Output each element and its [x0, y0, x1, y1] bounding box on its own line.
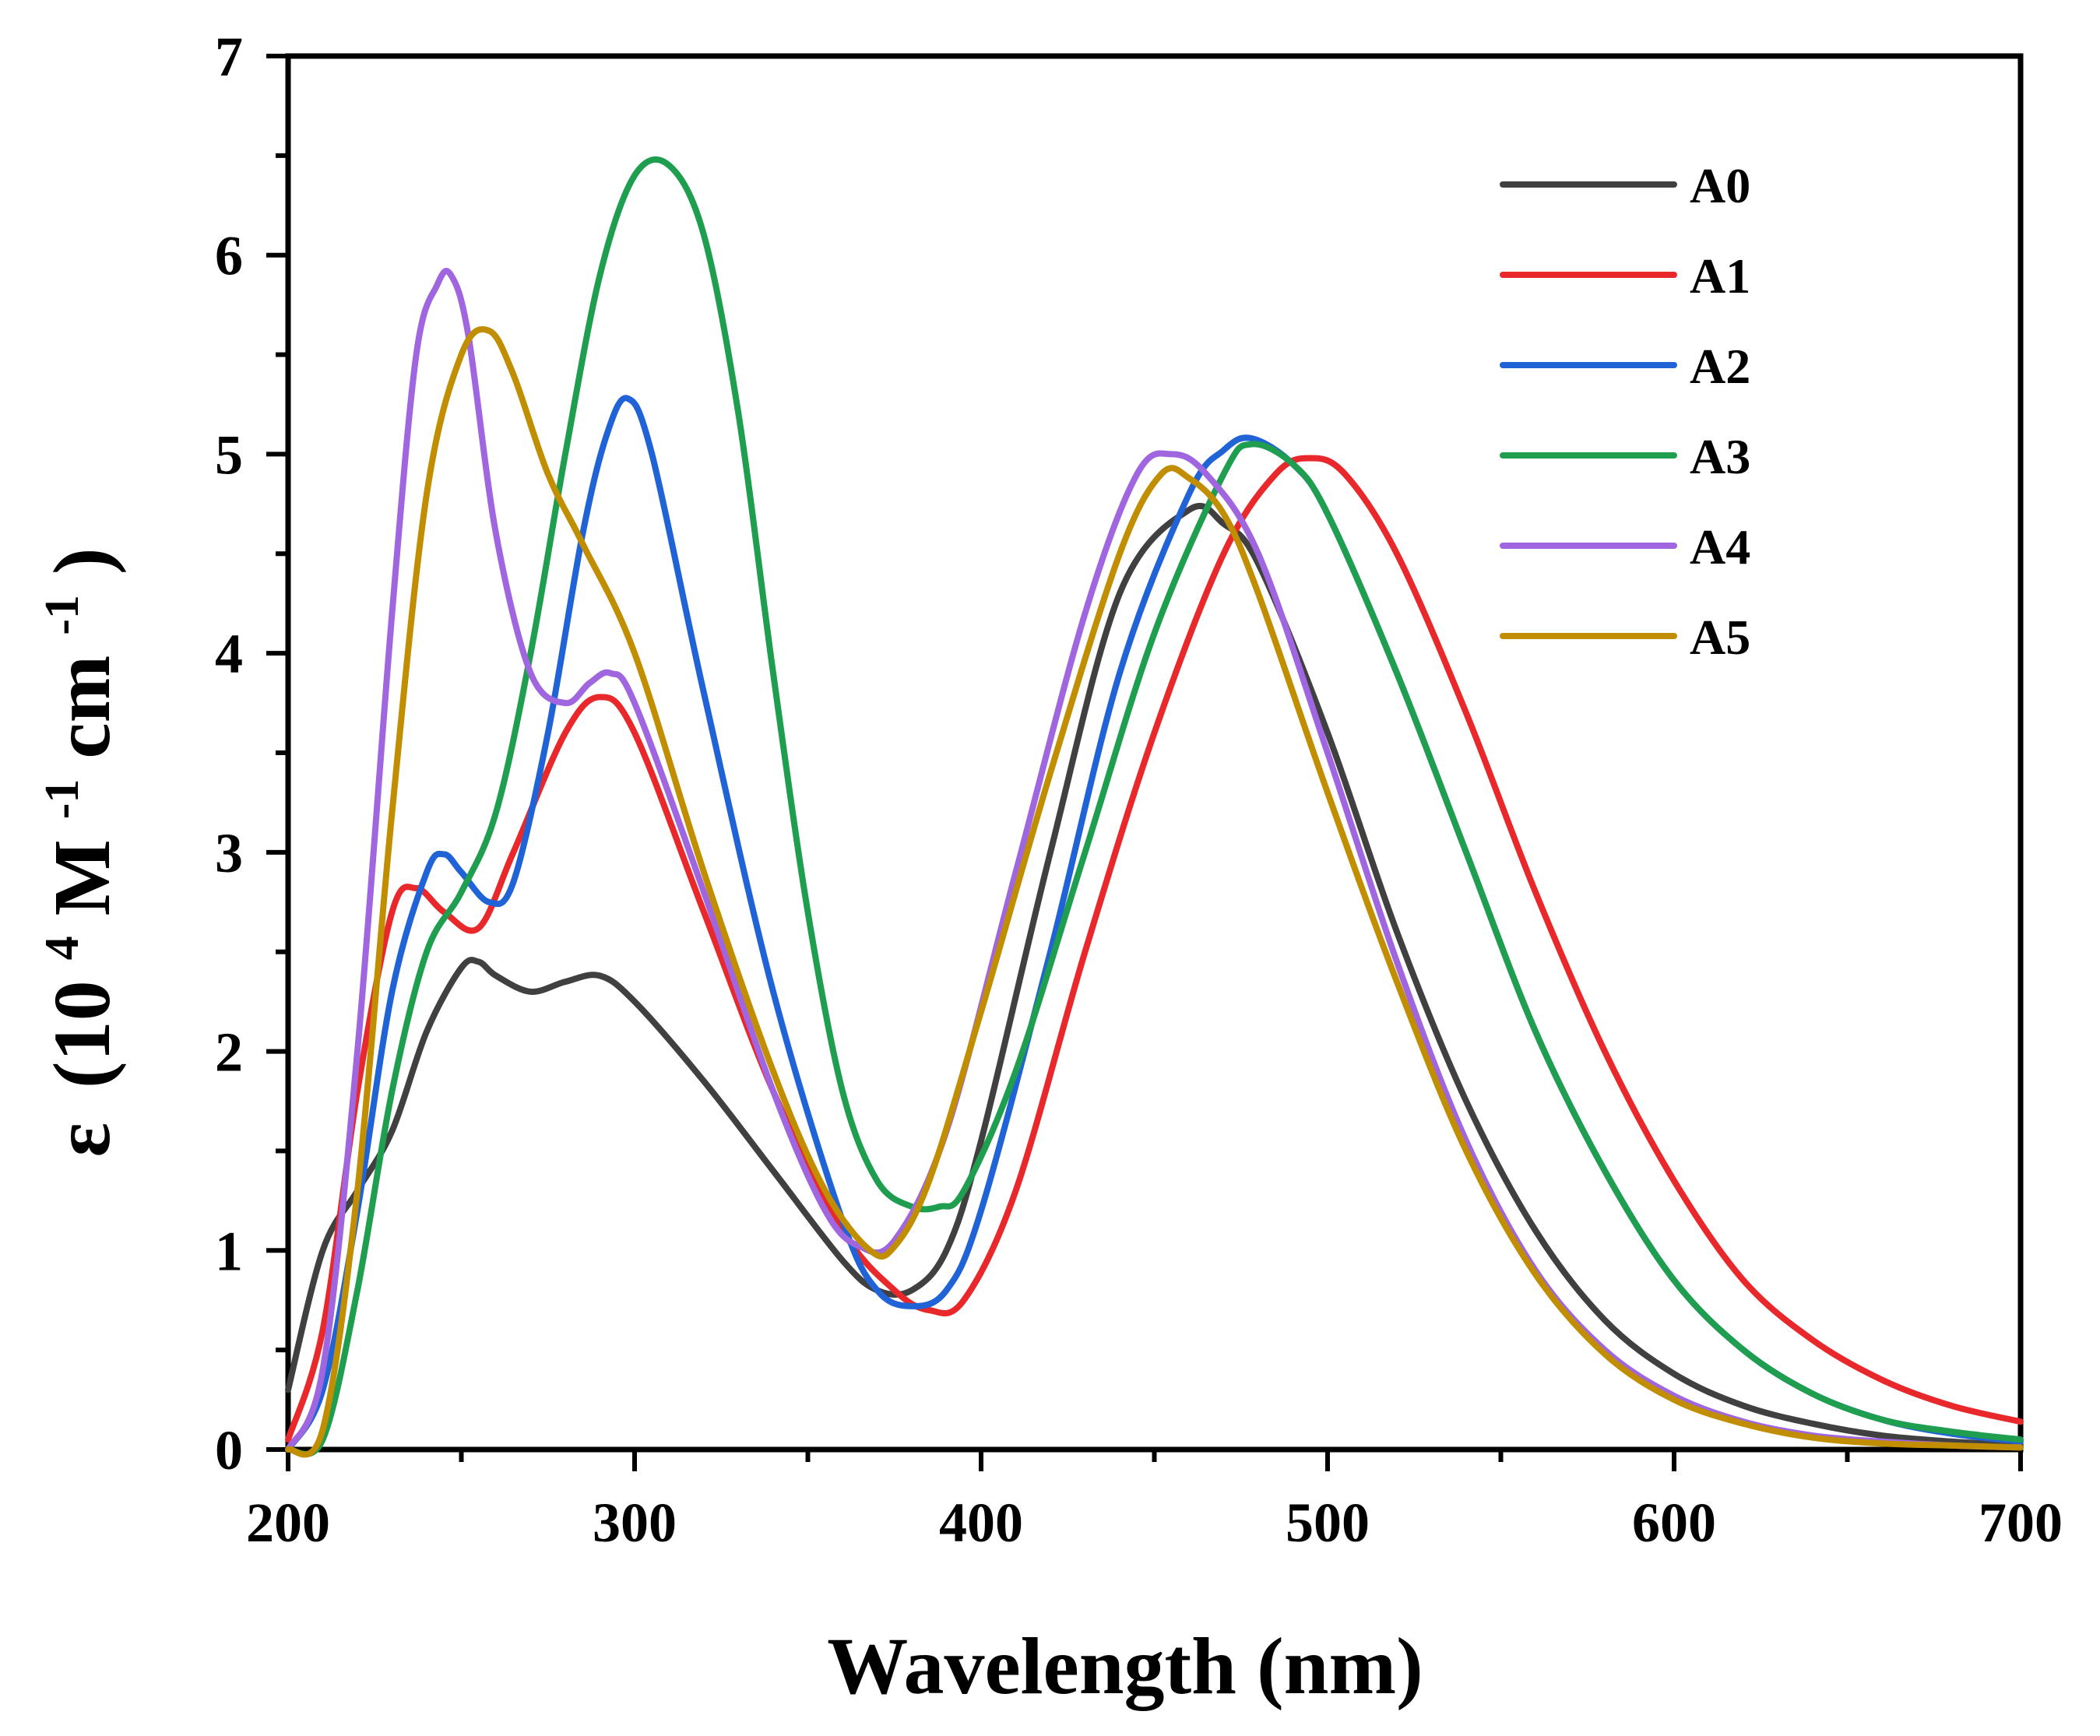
y-tick-label: 1: [215, 1220, 243, 1282]
legend-label-a3: A3: [1690, 429, 1750, 484]
series-line-a4: [285, 268, 2024, 1453]
x-tick-label: 200: [246, 1492, 330, 1554]
y-tick-label: 2: [215, 1021, 243, 1084]
y-tick-label: 4: [215, 623, 243, 685]
series-line-a3: [285, 156, 2024, 1457]
legend-label-a1: A1: [1690, 248, 1750, 304]
x-tick-label: 700: [1979, 1492, 2063, 1554]
y-axis-symbol: ε: [37, 1123, 127, 1157]
y-axis-mid: M: [37, 839, 127, 915]
y-tick-label: 7: [215, 26, 243, 88]
y-tick-label: 3: [215, 822, 243, 884]
y-tick-label: 5: [215, 423, 243, 486]
x-axis-label: Wavelength (nm): [827, 1622, 1423, 1711]
legend: A0 A1 A2 A3 A4 A5: [1500, 158, 1750, 665]
x-tick-label: 300: [593, 1492, 677, 1554]
x-tick-label: 500: [1286, 1492, 1370, 1554]
series-line-a5: [285, 325, 2024, 1458]
y-axis-exp1: 4: [36, 936, 89, 960]
y-tick-label: 6: [215, 225, 243, 287]
axes-frame: [285, 53, 2024, 1453]
x-tick-label: 600: [1632, 1492, 1716, 1554]
y-tick-label: 0: [215, 1419, 243, 1481]
plot-frame: [285, 53, 2024, 1453]
ticks: 200 300 400 500 600 700 0 1 2 3 4 5 6 7: [215, 26, 2063, 1554]
legend-label-a2: A2: [1690, 339, 1750, 394]
y-axis-mid2: cm: [37, 655, 127, 759]
y-axis-label: ε (10 4 M -1 cm -1 ): [6, 548, 127, 1158]
legend-label-a0: A0: [1690, 158, 1750, 213]
x-tick-label: 400: [939, 1492, 1023, 1554]
series-lines: [285, 156, 2024, 1458]
legend-label-a5: A5: [1690, 610, 1750, 665]
y-axis-exp3: -1: [36, 595, 89, 635]
y-axis-close: ): [37, 548, 127, 575]
series-line-a0: [285, 502, 2024, 1449]
y-axis-exp2: -1: [36, 779, 89, 820]
legend-label-a4: A4: [1690, 519, 1750, 575]
series-line-a1: [285, 455, 2024, 1443]
y-axis-open: (10: [37, 980, 127, 1088]
